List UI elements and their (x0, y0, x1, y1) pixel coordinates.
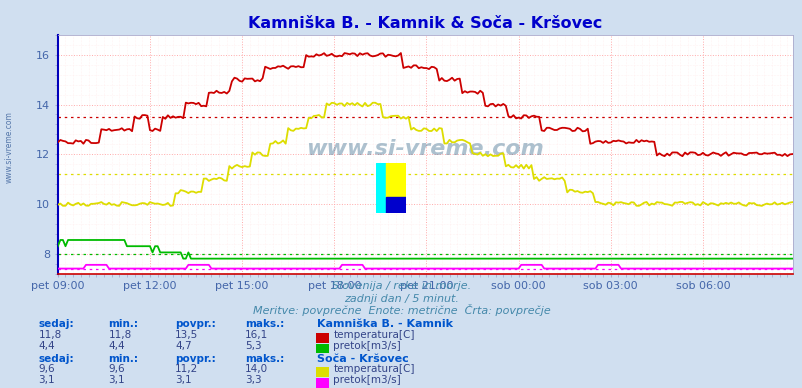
Text: 4,7: 4,7 (175, 341, 192, 351)
Title: Kamniška B. - Kamnik & Soča - Kršovec: Kamniška B. - Kamnik & Soča - Kršovec (248, 16, 602, 31)
Text: www.si-vreme.com: www.si-vreme.com (306, 139, 544, 159)
Text: sedaj:: sedaj: (38, 353, 74, 364)
Text: temperatura[C]: temperatura[C] (333, 364, 414, 374)
Text: Meritve: povprečne  Enote: metrične  Črta: povprečje: Meritve: povprečne Enote: metrične Črta:… (253, 304, 549, 316)
Text: maks.:: maks.: (245, 319, 284, 329)
Bar (386, 163, 406, 197)
Text: 3,3: 3,3 (245, 375, 261, 385)
Text: 9,6: 9,6 (38, 364, 55, 374)
Bar (386, 197, 406, 213)
Text: temperatura[C]: temperatura[C] (333, 330, 414, 340)
Text: povpr.:: povpr.: (175, 353, 216, 364)
Text: 11,8: 11,8 (38, 330, 62, 340)
Text: 11,2: 11,2 (175, 364, 198, 374)
Text: www.si-vreme.com: www.si-vreme.com (5, 111, 14, 184)
Text: 3,1: 3,1 (175, 375, 192, 385)
Text: min.:: min.: (108, 319, 138, 329)
Text: Soča - Kršovec: Soča - Kršovec (317, 353, 408, 364)
Bar (375, 163, 386, 213)
Text: Slovenija / reke in morje.: Slovenija / reke in morje. (331, 281, 471, 291)
Text: maks.:: maks.: (245, 353, 284, 364)
Text: 9,6: 9,6 (108, 364, 125, 374)
Text: 16,1: 16,1 (245, 330, 268, 340)
Text: 3,1: 3,1 (38, 375, 55, 385)
Text: povpr.:: povpr.: (175, 319, 216, 329)
Text: pretok[m3/s]: pretok[m3/s] (333, 375, 400, 385)
Text: 4,4: 4,4 (38, 341, 55, 351)
Text: min.:: min.: (108, 353, 138, 364)
Text: pretok[m3/s]: pretok[m3/s] (333, 341, 400, 351)
Text: 14,0: 14,0 (245, 364, 268, 374)
Text: Kamniška B. - Kamnik: Kamniška B. - Kamnik (317, 319, 452, 329)
Text: 11,8: 11,8 (108, 330, 132, 340)
Text: sedaj:: sedaj: (38, 319, 74, 329)
Text: 3,1: 3,1 (108, 375, 125, 385)
Text: 5,3: 5,3 (245, 341, 261, 351)
Text: 13,5: 13,5 (175, 330, 198, 340)
Text: zadnji dan / 5 minut.: zadnji dan / 5 minut. (343, 294, 459, 304)
Text: 4,4: 4,4 (108, 341, 125, 351)
